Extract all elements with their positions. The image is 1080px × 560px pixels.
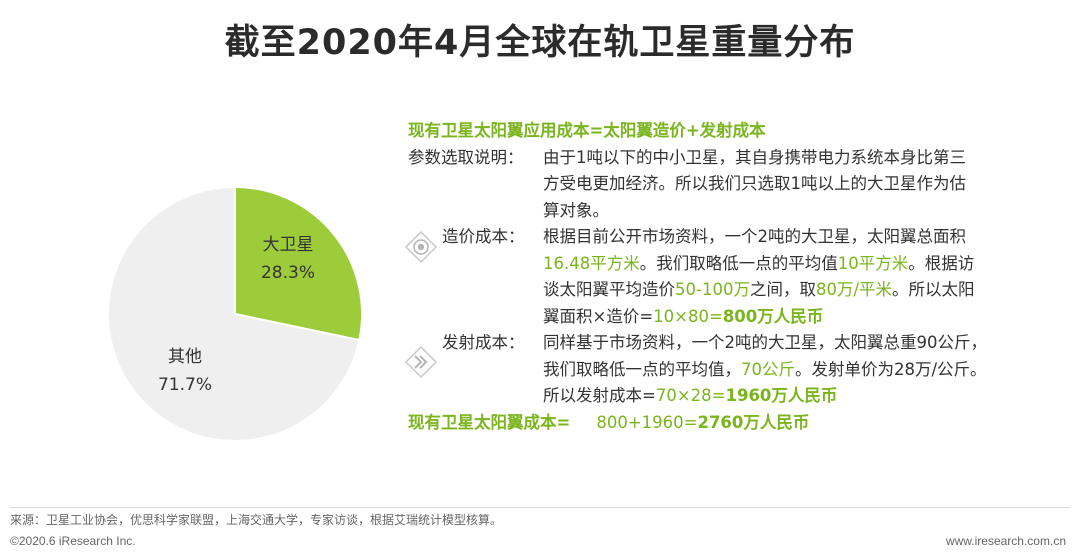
cost-label-text: 造价成本：	[442, 227, 525, 246]
cost-line-3: 谈太阳翼平均造价50-100万之间，取80万/平米。所以太阳	[408, 277, 1068, 304]
launch-label-text: 发射成本：	[442, 333, 525, 352]
total-result-value: 2760万人民币	[697, 412, 810, 432]
cost-text: 。我们取略低一点的平均值	[639, 253, 838, 273]
price-range-value: 50-100万	[675, 280, 750, 299]
pie-slice-value: 28.3%	[261, 263, 315, 283]
pie-slice-other	[107, 185, 361, 442]
pie-slice-label: 其他	[168, 347, 202, 367]
area-average-value: 10平方米	[837, 253, 909, 273]
diamond-target-icon	[404, 230, 438, 264]
launch-formula-value: 70×28=	[655, 386, 726, 405]
launch-label: 发射成本：	[408, 330, 543, 357]
total-label: 现有卫星太阳翼成本=	[408, 412, 571, 432]
param-line-2: 方受电更加经济。所以我们只选取1吨以上的大卫星作为估	[543, 174, 966, 193]
launch-text: 同样基于市场资料，一个2吨的大卫星，太阳翼总重90公斤，	[543, 333, 987, 352]
cost-text: 根据目前公开市场资料，一个2吨的大卫星，太阳翼总面积	[543, 227, 966, 246]
area-value: 16.48平方米	[543, 253, 640, 273]
launch-text: 我们取略低一点的平均值，	[543, 359, 741, 379]
source-note: 来源：卫星工业协会，优思科学家联盟，上海交通大学，专家访谈，根据艾瑞统计模型核算…	[10, 513, 503, 527]
page-title: 截至2020年4月全球在轨卫星重量分布	[224, 23, 856, 63]
cost-text: 翼面积×造价=	[543, 306, 654, 326]
pie-slice-value: 71.7%	[158, 375, 212, 395]
param-label: 参数选取说明：	[408, 147, 524, 167]
total-formula-value: 800+1960=	[596, 412, 698, 432]
cost-explanation: 现有卫星太阳翼应用成本=太阳翼造价+发射成本 参数选取说明： 由于1吨以下的中小卫…	[408, 118, 1068, 436]
total-line: 现有卫星太阳翼成本= 800+1960=2760万人民币	[408, 410, 1068, 437]
cost-line-2: 16.48平方米。我们取略低一点的平均值10平方米。根据访	[408, 251, 1068, 278]
param-line-3: 算对象。	[543, 200, 609, 220]
cost-line-1: 造价成本： 根据目前公开市场资料，一个2吨的大卫星，太阳翼总面积	[408, 224, 1068, 251]
param-line-1: 参数选取说明： 由于1吨以下的中小卫星，其自身携带电力系统本身比第三	[408, 145, 1068, 172]
cost-text: 。所以太阳	[892, 280, 975, 299]
cost-text: 。根据访	[908, 253, 975, 273]
cost-text: 谈太阳翼平均造价	[543, 280, 675, 299]
param-text: 由于1吨以下的中小卫星，其自身携带电力系统本身比第三	[543, 147, 966, 167]
formula-heading: 现有卫星太阳翼应用成本=太阳翼造价+发射成本	[408, 121, 766, 140]
launch-line-2: 我们取略低一点的平均值，70公斤。发射单价为28万/公斤。	[408, 357, 1068, 384]
pie-slice-label: 大卫星	[263, 235, 314, 255]
cost-text: 之间，取	[749, 280, 816, 299]
diamond-arrow-icon	[404, 345, 438, 379]
launch-text: 。发射单价为28万/公斤。	[795, 359, 987, 379]
launch-line-1: 发射成本： 同样基于市场资料，一个2吨的大卫星，太阳翼总重90公斤，	[408, 330, 1068, 357]
launch-text: 所以发射成本=	[543, 386, 656, 405]
cost-line-4: 翼面积×造价=10×80=800万人民币	[408, 304, 1068, 331]
pie-chart: 大卫星 28.3% 其他 71.7%	[107, 185, 363, 442]
footer-divider	[10, 507, 1070, 508]
unit-price-value: 80万/平米	[815, 280, 893, 299]
launch-line-3: 所以发射成本=70×28=1960万人民币	[408, 383, 1068, 410]
cost-result-value: 800万人民币	[722, 306, 824, 326]
website-link[interactable]: www.iresearch.com.cn	[945, 534, 1066, 548]
cost-formula-value: 10×80=	[653, 306, 723, 326]
weight-value: 70公斤	[741, 359, 795, 379]
copyright: ©2020.6 iResearch Inc.	[10, 534, 136, 548]
pie-slice-large-satellite	[234, 185, 363, 342]
launch-result-value: 1960万人民币	[725, 386, 838, 405]
cost-label: 造价成本：	[408, 224, 543, 251]
